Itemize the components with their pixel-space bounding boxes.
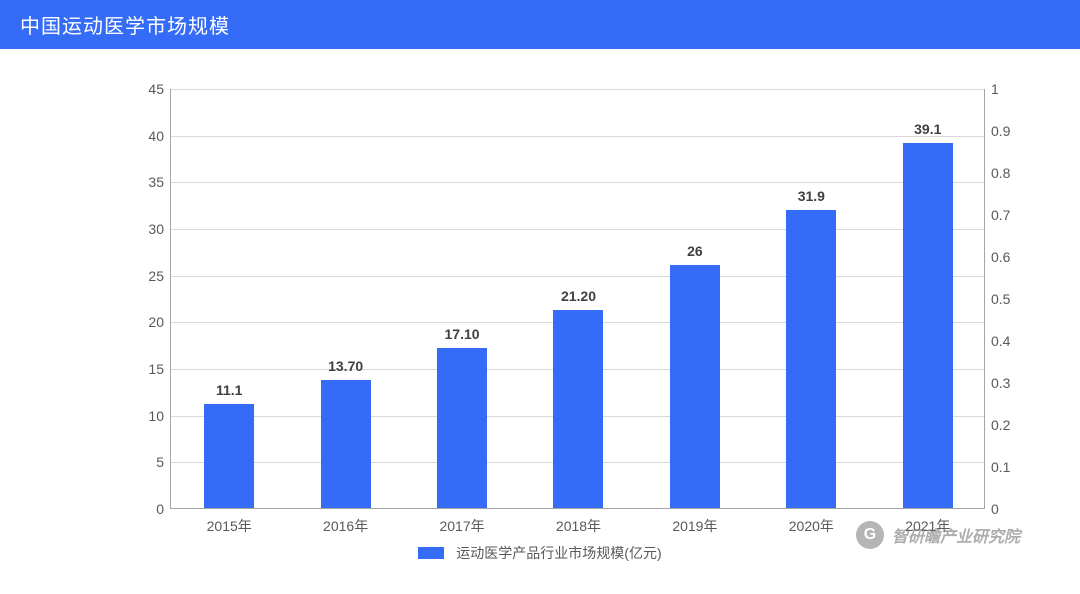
bar: 39.1	[903, 143, 953, 508]
bar: 26	[670, 265, 720, 508]
bar-slot: 39.12021年	[870, 89, 986, 508]
legend-swatch	[418, 547, 444, 559]
bar-slot: 13.702016年	[287, 89, 403, 508]
bar: 21.20	[553, 310, 603, 508]
root: 中国运动医学市场规模 0 5 10 15 20 25 30 35 40 45 0 0.1 0.2 0.3 0…	[0, 0, 1080, 594]
y-right-tick: 0.5	[991, 291, 1031, 307]
bar-value-label: 13.70	[328, 358, 363, 374]
y-right-tick: 0.3	[991, 375, 1031, 391]
bar-slot: 262019年	[637, 89, 753, 508]
legend-label: 运动医学产品行业市场规模(亿元)	[456, 545, 661, 561]
bar-value-label: 39.1	[914, 121, 941, 137]
y-left-tick: 15	[124, 361, 164, 377]
bar-value-label: 11.1	[216, 382, 242, 398]
bar-value-label: 31.9	[798, 188, 825, 204]
watermark-text: 智研瞻产业研究院	[892, 523, 1020, 547]
y-left-tick: 25	[124, 268, 164, 284]
y-left-tick: 35	[124, 174, 164, 190]
bar-slot: 17.102017年	[404, 89, 520, 508]
y-left-tick: 0	[124, 501, 164, 517]
y-left-tick: 45	[124, 81, 164, 97]
x-category-label: 2020年	[789, 516, 834, 536]
x-category-label: 2016年	[323, 516, 368, 536]
bar: 17.10	[437, 348, 487, 508]
x-category-label: 2017年	[439, 516, 484, 536]
y-right-tick: 0.1	[991, 459, 1031, 475]
y-right-tick: 0.7	[991, 207, 1031, 223]
bar-value-label: 17.10	[445, 326, 480, 342]
bar-slot: 21.202018年	[520, 89, 636, 508]
bar: 13.70	[321, 380, 371, 508]
x-category-label: 2019年	[672, 516, 717, 536]
watermark: G 智研瞻产业研究院	[856, 521, 1020, 549]
bar: 31.9	[786, 210, 836, 508]
bar: 11.1	[204, 404, 254, 508]
wechat-icon: G	[856, 521, 884, 549]
bar-value-label: 26	[687, 243, 703, 259]
y-right-tick: 0.9	[991, 123, 1031, 139]
x-category-label: 2015年	[207, 516, 252, 536]
plot-area: 05101520253035404500.10.20.30.40.50.60.7…	[170, 89, 985, 509]
bar-slot: 31.92020年	[753, 89, 869, 508]
y-right-tick: 1	[991, 81, 1031, 97]
y-right-tick: 0.4	[991, 333, 1031, 349]
y-right-tick: 0	[991, 501, 1031, 517]
y-right-tick: 0.2	[991, 417, 1031, 433]
bar-value-label: 21.20	[561, 288, 596, 304]
page-title: 中国运动医学市场规模	[0, 0, 1080, 49]
y-right-tick: 0.6	[991, 249, 1031, 265]
y-left-tick: 10	[124, 408, 164, 424]
y-left-tick: 5	[124, 454, 164, 470]
y-left-tick: 20	[124, 314, 164, 330]
bar-slot: 11.12015年	[171, 89, 287, 508]
y-left-tick: 30	[124, 221, 164, 237]
y-right-tick: 0.8	[991, 165, 1031, 181]
y-left-tick: 40	[124, 128, 164, 144]
x-category-label: 2018年	[556, 516, 601, 536]
chart-area: 0 5 10 15 20 25 30 35 40 45 0 0.1 0.2 0.3 0.4 0.5 0.6 0.7…	[0, 49, 1080, 589]
